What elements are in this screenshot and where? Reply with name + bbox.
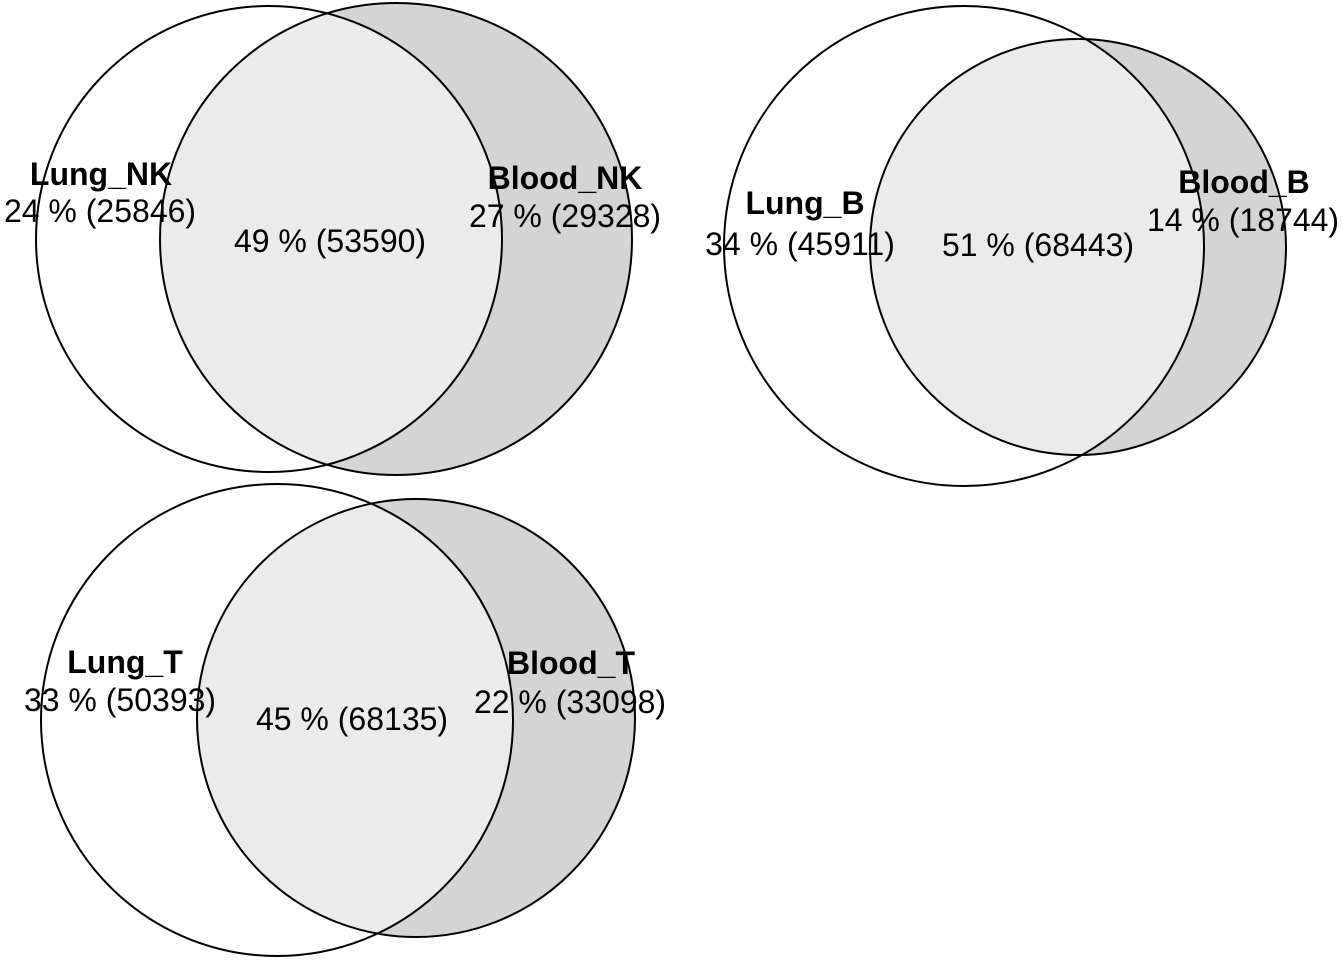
blood-nk-circle bbox=[159, 2, 633, 476]
blood-b-name-label: Blood_B bbox=[1178, 164, 1310, 200]
t-overlap-region bbox=[197, 499, 513, 937]
lung-nk-name-label: Lung_NK bbox=[30, 156, 172, 192]
lung-b-count-label: 34 % (45911) bbox=[705, 226, 895, 262]
lung-t-circle bbox=[40, 483, 514, 957]
lung-nk-circle bbox=[35, 5, 503, 473]
lung-t-count-label: 33 % (50393) bbox=[24, 682, 216, 718]
nk-overlap-region bbox=[160, 6, 502, 472]
lung-t-name-label: Lung_T bbox=[67, 644, 183, 680]
b-overlap-count-label: 51 % (68443) bbox=[942, 227, 1134, 263]
blood-t-name-label: Blood_T bbox=[507, 645, 635, 681]
blood-b-circle bbox=[869, 38, 1287, 456]
blood-t-count-label: 22 % (33098) bbox=[474, 684, 666, 720]
blood-t-circle bbox=[196, 498, 636, 938]
t-overlap-count-label: 45 % (68135) bbox=[256, 701, 448, 737]
venn-diagram-t: Lung_T 33 % (50393) 45 % (68135) Blood_T… bbox=[24, 483, 666, 957]
blood-nk-name-label: Blood_NK bbox=[488, 160, 643, 196]
b-overlap-region bbox=[870, 39, 1204, 455]
nk-overlap-count-label: 49 % (53590) bbox=[234, 223, 426, 259]
lung-nk-count-label: 24 % (25846) bbox=[4, 193, 196, 229]
lung-b-name-label: Lung_B bbox=[745, 185, 864, 221]
venn-diagram-nk: Lung_NK 24 % (25846) 49 % (53590) Blood_… bbox=[4, 2, 661, 476]
blood-nk-count-label: 27 % (29328) bbox=[469, 198, 661, 234]
blood-b-count-label: 14 % (18744) bbox=[1147, 202, 1339, 238]
lung-b-circle bbox=[723, 5, 1205, 487]
venn-diagram-b: Lung_B 34 % (45911) 51 % (68443) Blood_B… bbox=[705, 5, 1339, 487]
